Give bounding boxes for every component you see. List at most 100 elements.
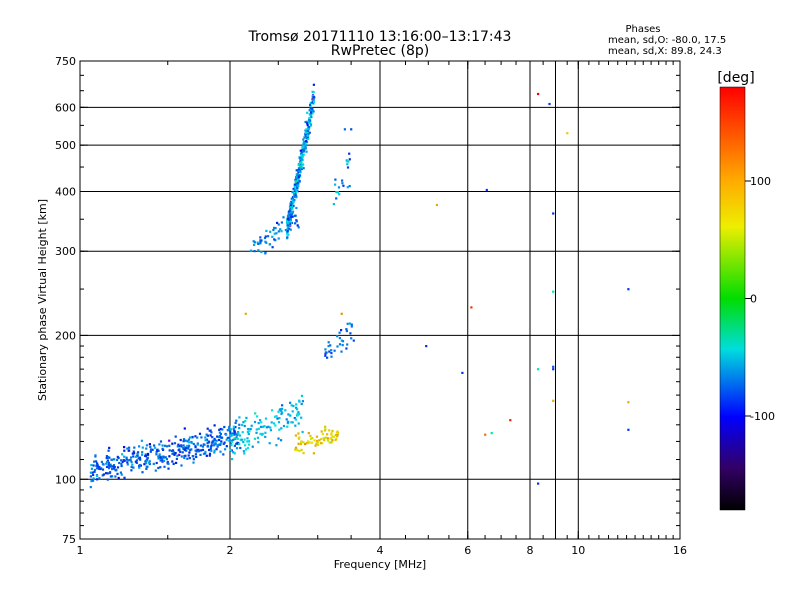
- data-point: [277, 421, 281, 424]
- data-point: [293, 417, 296, 420]
- data-point: [341, 344, 344, 347]
- data-point: [317, 443, 320, 446]
- data-point: [312, 83, 315, 86]
- data-point: [302, 163, 305, 166]
- data-point: [294, 446, 298, 449]
- y-tick-label: 75: [62, 533, 76, 546]
- data-point: [341, 179, 344, 182]
- data-point: [89, 475, 92, 478]
- data-point: [309, 437, 313, 440]
- data-point: [105, 465, 109, 468]
- data-point: [324, 428, 327, 431]
- data-point: [311, 437, 314, 440]
- data-point: [149, 445, 152, 448]
- data-point: [309, 109, 312, 112]
- data-point: [231, 458, 234, 461]
- data-point: [114, 475, 117, 478]
- data-point: [208, 452, 212, 455]
- data-point: [336, 434, 339, 437]
- data-point: [338, 343, 342, 346]
- data-point: [199, 444, 202, 447]
- data-point: [231, 432, 234, 435]
- data-point: [106, 472, 109, 475]
- data-point: [350, 325, 353, 328]
- data-point: [276, 221, 279, 224]
- data-point: [285, 418, 288, 421]
- data-point: [269, 429, 272, 432]
- data-point: [269, 230, 272, 233]
- data-point: [257, 242, 260, 245]
- data-point: [232, 438, 235, 441]
- data-point: [552, 212, 555, 215]
- data-point: [161, 447, 164, 450]
- data-point: [280, 439, 283, 442]
- data-point: [235, 442, 238, 445]
- data-point: [552, 399, 555, 402]
- data-point: [313, 439, 316, 442]
- data-point: [307, 432, 310, 435]
- data-point: [289, 205, 292, 209]
- data-point: [213, 437, 216, 440]
- phases-o-stats: mean, sd,O: -80.0, 17.5: [608, 35, 726, 46]
- data-point: [218, 443, 221, 446]
- data-point: [228, 425, 231, 428]
- data-point: [331, 429, 334, 432]
- data-point: [132, 466, 135, 469]
- data-point: [291, 410, 294, 413]
- data-point: [295, 406, 298, 409]
- data-point: [205, 438, 209, 441]
- data-point: [213, 442, 216, 445]
- data-point: [303, 136, 306, 139]
- data-point: [306, 111, 309, 114]
- data-point: [312, 110, 315, 113]
- data-point: [298, 165, 302, 169]
- data-point: [105, 462, 108, 465]
- data-point: [552, 290, 555, 293]
- y-axis-label: Stationary phase Virtual Height [km]: [36, 199, 49, 401]
- data-point: [95, 464, 98, 467]
- data-point: [245, 448, 248, 451]
- y-tick-label: 600: [55, 101, 76, 114]
- data-point: [116, 472, 119, 475]
- data-point: [329, 344, 332, 347]
- data-point: [211, 440, 214, 443]
- data-point: [302, 142, 305, 146]
- data-point: [218, 431, 221, 434]
- data-point: [461, 371, 464, 374]
- data-point: [188, 441, 191, 444]
- grid-lines: [80, 61, 680, 539]
- data-point: [149, 448, 153, 451]
- data-point: [129, 459, 132, 462]
- data-point: [485, 188, 488, 192]
- data-point: [248, 443, 251, 446]
- data-point: [137, 451, 140, 454]
- data-point: [106, 461, 109, 464]
- data-point: [210, 444, 213, 447]
- data-point: [144, 460, 147, 463]
- data-point: [281, 411, 284, 414]
- x-axis: 1 2 4 6 8 10 16: [77, 61, 687, 557]
- data-point: [158, 443, 161, 446]
- data-point: [298, 436, 301, 439]
- data-point: [246, 437, 249, 440]
- data-point: [336, 335, 339, 338]
- data-point: [187, 445, 190, 448]
- data-point: [312, 91, 315, 94]
- data-point: [145, 465, 148, 468]
- data-point: [233, 430, 236, 433]
- data-point: [154, 446, 157, 449]
- data-point: [296, 448, 299, 451]
- data-point: [327, 345, 330, 348]
- data-point: [253, 420, 257, 424]
- data-point: [162, 456, 165, 459]
- data-point: [128, 446, 131, 449]
- data-point: [346, 166, 350, 169]
- data-point: [218, 428, 221, 431]
- data-point: [158, 456, 162, 459]
- data-point: [306, 120, 309, 123]
- data-point: [247, 428, 250, 431]
- data-point: [264, 431, 267, 434]
- data-point: [253, 243, 256, 246]
- data-point: [141, 471, 144, 474]
- data-point: [112, 464, 116, 467]
